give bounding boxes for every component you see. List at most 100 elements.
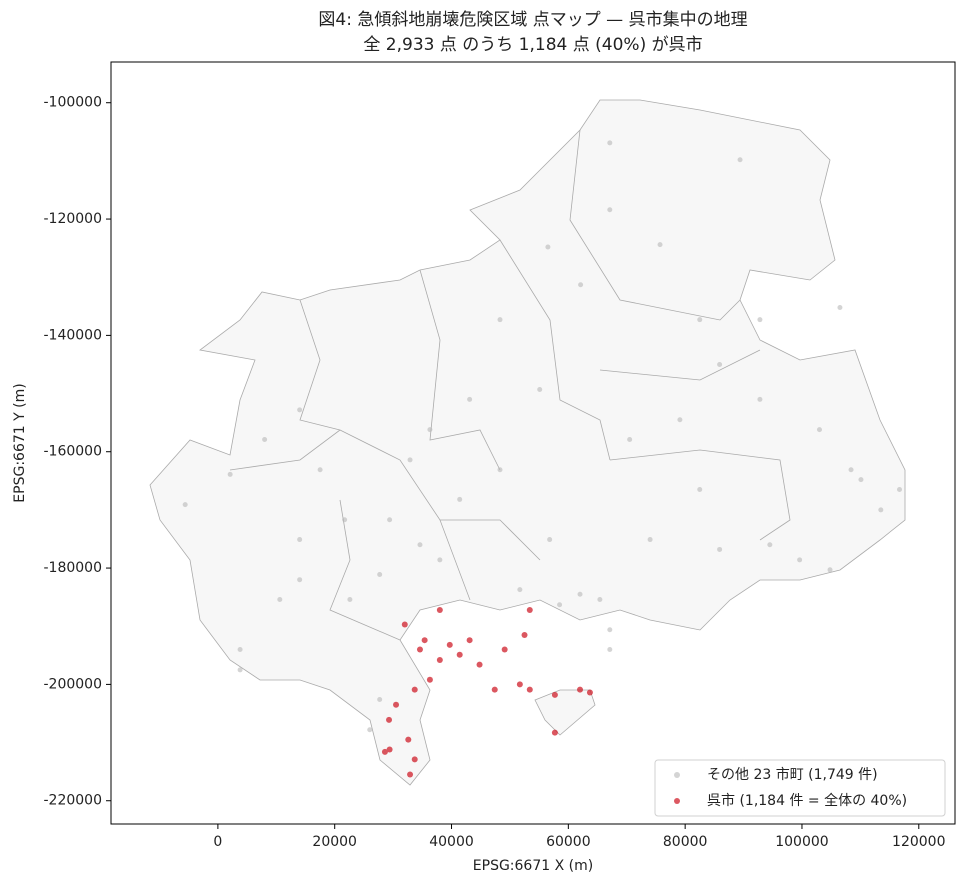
point — [317, 467, 323, 473]
point — [516, 681, 523, 688]
point — [607, 627, 613, 633]
point — [878, 507, 884, 513]
point — [393, 701, 400, 708]
point — [367, 727, 373, 733]
point — [797, 557, 803, 563]
point — [547, 537, 553, 543]
point — [466, 637, 473, 644]
x-tick-label: 20000 — [312, 834, 357, 850]
y-tick-label: -140000 — [44, 327, 103, 343]
point — [697, 317, 703, 323]
point — [607, 140, 613, 146]
legend-box — [654, 759, 946, 817]
point — [717, 546, 723, 552]
point — [182, 502, 188, 508]
point — [577, 591, 583, 597]
point — [227, 471, 233, 477]
point — [476, 661, 483, 668]
municipal-borders — [229, 129, 791, 641]
point — [697, 487, 703, 493]
point — [411, 686, 418, 693]
point — [421, 637, 428, 644]
point — [848, 467, 854, 473]
point — [436, 656, 443, 663]
point — [545, 244, 551, 250]
point — [657, 242, 663, 248]
series-0 — [182, 140, 903, 733]
point — [491, 686, 498, 693]
point — [407, 771, 414, 778]
x-tick-label: 120000 — [892, 834, 945, 850]
point — [411, 756, 418, 763]
point — [837, 304, 843, 310]
point — [517, 587, 523, 593]
point — [537, 386, 543, 392]
point — [497, 467, 503, 473]
x-tick-label: 60000 — [546, 834, 591, 850]
point — [377, 571, 383, 577]
point — [386, 746, 393, 753]
y-tick-label: -200000 — [44, 676, 103, 692]
point — [717, 361, 723, 367]
point — [816, 427, 822, 433]
point — [501, 646, 508, 653]
point — [586, 689, 593, 696]
point — [401, 621, 408, 628]
point — [627, 437, 633, 443]
y-tick-label: -160000 — [44, 444, 103, 460]
point — [526, 606, 533, 613]
point — [297, 537, 303, 543]
point — [897, 487, 903, 493]
point — [342, 517, 348, 523]
point — [551, 729, 558, 736]
point — [277, 596, 283, 602]
point — [386, 716, 393, 723]
chart-subtitle: 全 2,933 点 のうち 1,184 点 (40%) が呉市 — [363, 35, 702, 55]
x-axis-label: EPSG:6671 X (m) — [473, 858, 593, 874]
point — [262, 437, 268, 443]
point — [757, 317, 763, 323]
point — [597, 596, 603, 602]
point — [737, 157, 743, 163]
y-axis-label: EPSG:6671 Y (m) — [12, 383, 28, 502]
point — [456, 651, 463, 658]
y-tick-label: -220000 — [44, 793, 103, 809]
legend-label: 呉市 (1,184 件 = 全体の 40%) — [707, 792, 907, 809]
point — [377, 697, 383, 703]
point — [297, 407, 303, 413]
chart-title: 図4: 急傾斜地崩壊危険区域 点マップ — 呉市集中の地理 — [318, 10, 747, 30]
point — [757, 396, 763, 402]
legend-marker — [674, 772, 680, 778]
point — [457, 496, 463, 502]
point — [237, 667, 243, 673]
prefecture-outline — [149, 99, 906, 786]
legend-marker — [674, 798, 680, 804]
point — [578, 282, 584, 288]
y-tick-label: -100000 — [44, 95, 103, 111]
point — [577, 686, 584, 693]
x-tick-label: 100000 — [775, 834, 828, 850]
point — [767, 542, 773, 548]
point — [557, 602, 563, 608]
point — [405, 736, 412, 743]
point — [297, 577, 303, 583]
series-1 — [381, 606, 593, 778]
point — [607, 646, 613, 652]
plot-frame — [110, 61, 956, 825]
point — [551, 691, 558, 698]
point — [827, 567, 833, 573]
y-tick-label: -120000 — [44, 211, 103, 227]
point — [417, 542, 423, 548]
point — [647, 537, 653, 543]
point — [381, 748, 388, 755]
point — [858, 477, 864, 483]
point — [467, 396, 473, 402]
point — [437, 557, 443, 563]
x-tick-label: 80000 — [663, 834, 708, 850]
point — [427, 427, 433, 433]
point — [607, 207, 613, 213]
point — [387, 517, 393, 523]
base-map — [149, 99, 906, 786]
point — [416, 646, 423, 653]
